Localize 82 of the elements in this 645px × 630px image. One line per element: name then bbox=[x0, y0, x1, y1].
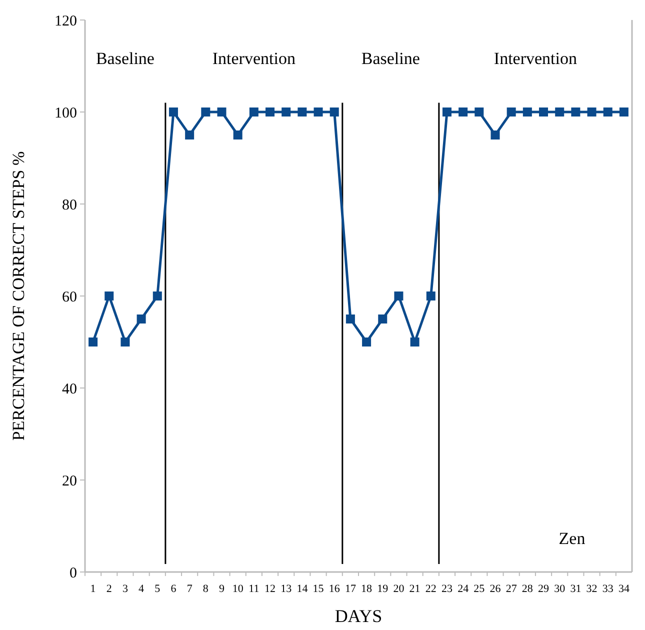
x-tick-label: 17 bbox=[344, 583, 356, 595]
y-axis-title: PERCENTAGE OF CORRECT STEPS % bbox=[9, 151, 28, 441]
point bbox=[555, 108, 564, 116]
y-tick-label: 40 bbox=[62, 381, 77, 398]
annotation: Zen bbox=[558, 529, 586, 548]
x-tick-label: 14 bbox=[296, 583, 308, 595]
point bbox=[442, 108, 452, 116]
x-tick-label: 30 bbox=[554, 583, 566, 595]
y-tick-label: 80 bbox=[62, 197, 77, 214]
x-tick-label: 10 bbox=[232, 583, 244, 595]
annotation: Baseline bbox=[96, 48, 154, 68]
point bbox=[571, 108, 580, 116]
x-tick-label: 21 bbox=[409, 583, 420, 595]
annotation: Baseline bbox=[361, 48, 420, 68]
x-tick-label: 7 bbox=[186, 583, 193, 595]
point bbox=[298, 108, 307, 116]
x-tick-label: 11 bbox=[248, 583, 260, 595]
point bbox=[410, 338, 420, 346]
point bbox=[539, 108, 548, 116]
point bbox=[168, 108, 178, 116]
point bbox=[266, 108, 275, 116]
x-tick-label: 18 bbox=[361, 583, 373, 595]
point bbox=[458, 108, 468, 116]
point bbox=[249, 108, 258, 116]
y-tick-label: 120 bbox=[54, 13, 77, 30]
x-tick-label: 26 bbox=[490, 583, 502, 595]
x-tick-label: 19 bbox=[377, 583, 389, 595]
x-tick-label: 27 bbox=[506, 583, 518, 595]
x-tick-label: 5 bbox=[154, 583, 161, 595]
point bbox=[152, 292, 162, 300]
point bbox=[330, 108, 339, 116]
x-tick-label: 9 bbox=[219, 583, 225, 595]
point bbox=[88, 338, 98, 346]
y-tick-label: 60 bbox=[62, 289, 77, 306]
point bbox=[233, 130, 242, 140]
x-tick-label: 6 bbox=[170, 583, 177, 595]
point bbox=[136, 314, 146, 324]
x-tick-label: 8 bbox=[202, 583, 209, 595]
point bbox=[426, 292, 436, 300]
x-tick-label: 23 bbox=[441, 583, 453, 595]
point bbox=[314, 108, 323, 116]
point bbox=[474, 108, 484, 116]
point bbox=[522, 108, 532, 116]
x-tick-label: 31 bbox=[570, 583, 582, 595]
point bbox=[120, 338, 130, 346]
annotation: Intervention bbox=[212, 48, 296, 68]
point bbox=[201, 108, 210, 116]
x-tick-label: 24 bbox=[458, 583, 470, 595]
y-tick-label: 20 bbox=[62, 473, 77, 490]
point bbox=[104, 292, 114, 300]
y-tick-label: 0 bbox=[70, 565, 77, 582]
point bbox=[217, 108, 226, 116]
point bbox=[282, 108, 291, 116]
x-tick-label: 25 bbox=[474, 583, 486, 595]
point bbox=[346, 314, 355, 324]
x-tick-label: 1 bbox=[90, 583, 96, 595]
x-tick-label: 32 bbox=[586, 583, 598, 595]
x-tick-label: 3 bbox=[122, 583, 128, 595]
point bbox=[185, 130, 194, 140]
x-tick-label: 33 bbox=[602, 583, 614, 595]
point bbox=[394, 292, 404, 300]
point bbox=[490, 130, 500, 140]
point bbox=[362, 338, 372, 346]
x-axis-title: DAYS bbox=[334, 606, 382, 626]
annotation: Intervention bbox=[494, 48, 578, 68]
point bbox=[506, 108, 516, 116]
x-tick-label: 13 bbox=[280, 583, 292, 595]
point bbox=[378, 314, 388, 324]
point bbox=[619, 108, 628, 116]
x-tick-label: 16 bbox=[328, 583, 340, 595]
x-tick-label: 4 bbox=[138, 583, 145, 595]
x-tick-label: 34 bbox=[618, 583, 630, 595]
point bbox=[587, 108, 596, 116]
x-tick-label: 12 bbox=[264, 583, 276, 595]
x-tick-label: 29 bbox=[538, 583, 550, 595]
point bbox=[603, 108, 612, 116]
x-tick-label: 22 bbox=[425, 583, 436, 595]
y-tick-label: 100 bbox=[54, 105, 77, 122]
x-tick-label: 20 bbox=[393, 583, 405, 595]
x-tick-label: 28 bbox=[522, 583, 534, 595]
x-tick-label: 2 bbox=[106, 583, 112, 595]
x-tick-label: 15 bbox=[312, 583, 324, 595]
